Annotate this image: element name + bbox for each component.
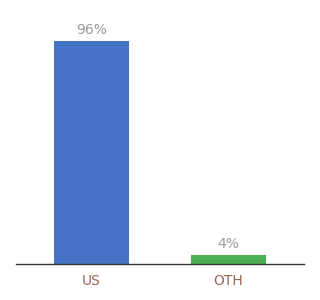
Text: 96%: 96% xyxy=(76,23,107,37)
Text: 4%: 4% xyxy=(218,237,239,251)
Bar xyxy=(191,255,266,264)
Bar xyxy=(54,40,129,264)
